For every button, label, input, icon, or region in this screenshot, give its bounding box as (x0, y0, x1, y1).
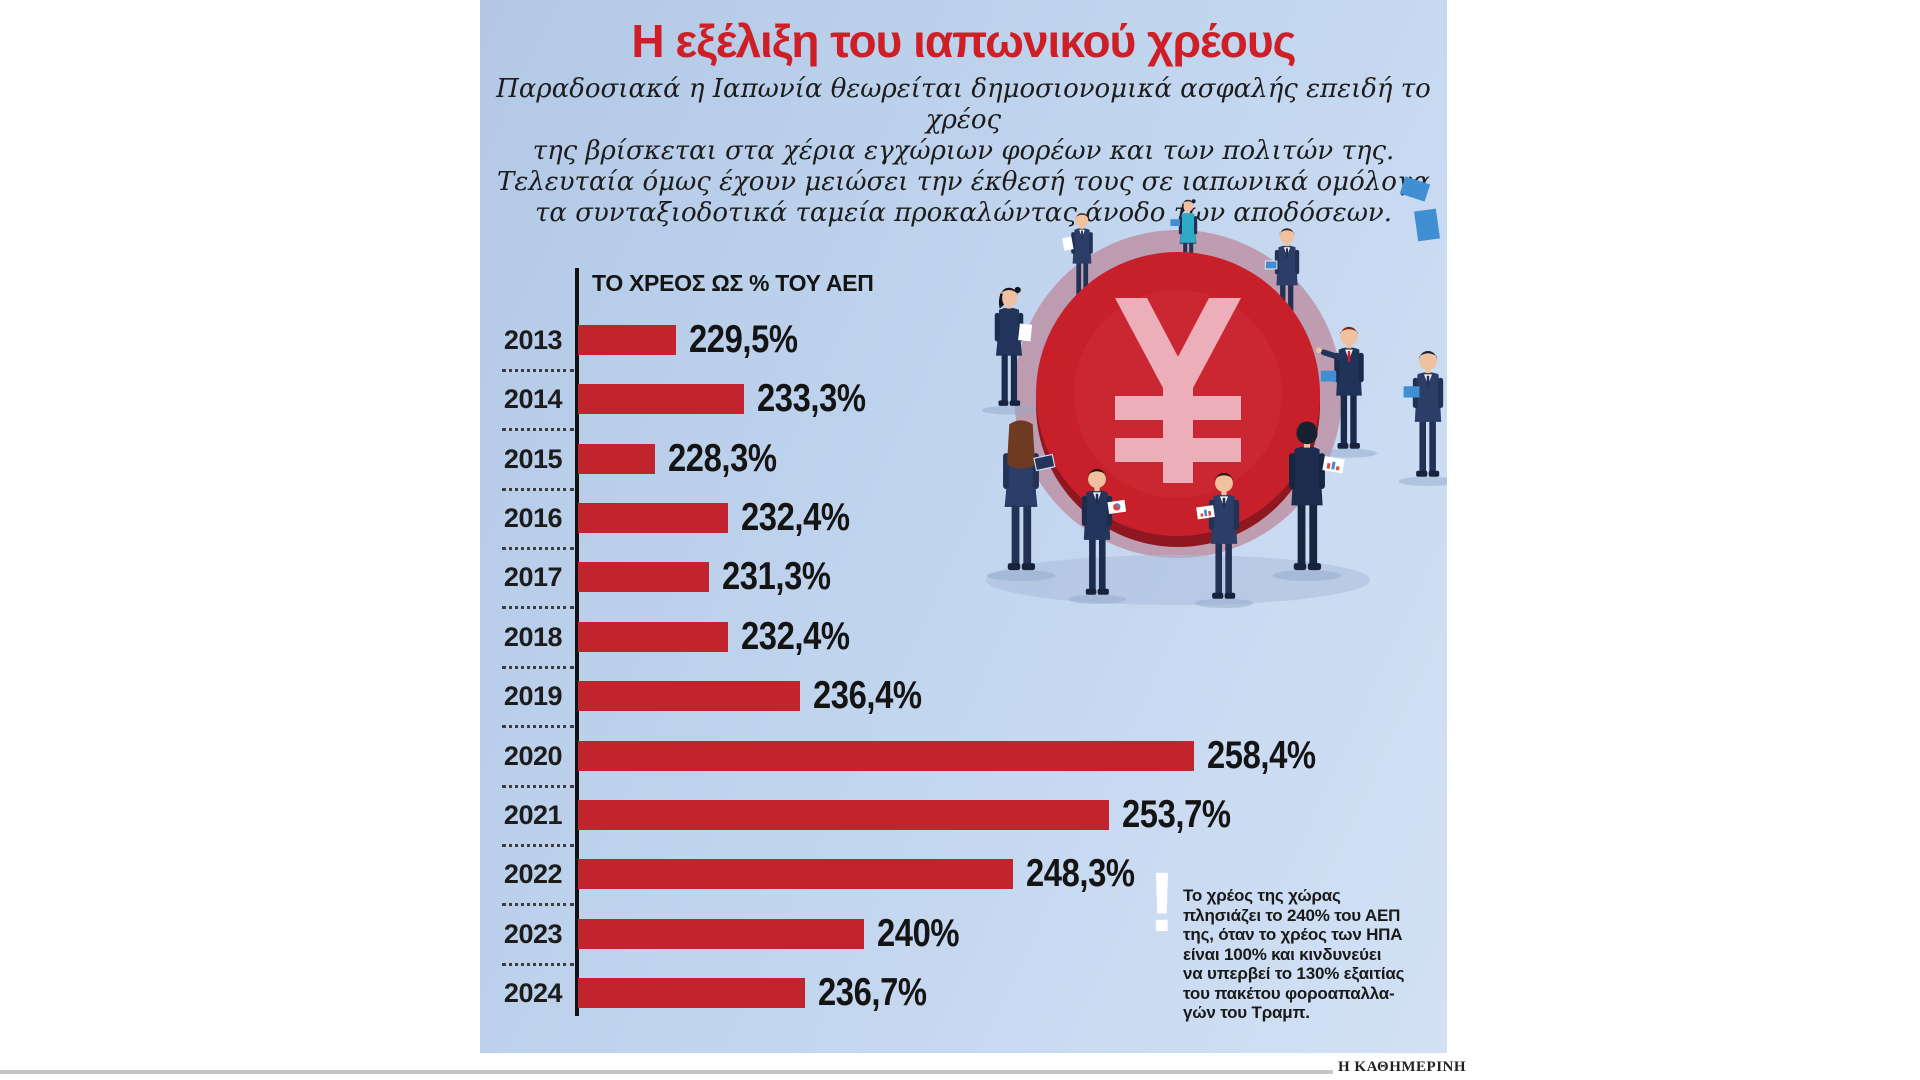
annotation-line: πλησιάζει το 240% του ΑΕΠ (1183, 905, 1401, 925)
value-label: 228,3% (668, 436, 777, 480)
row-separator (502, 428, 574, 432)
year-label: 2015 (503, 443, 563, 474)
row-separator (502, 665, 574, 669)
row-separator (502, 962, 574, 966)
person-man-far-right (1398, 350, 1447, 486)
row-separator (502, 369, 574, 372)
debt-bar (578, 325, 676, 355)
debt-bar (578, 977, 805, 1008)
folder-blue-icon (1403, 386, 1420, 398)
subtitle-line: Τελευταία όμως έχουν μειώσει την έκθεσή … (497, 167, 1430, 197)
debt-bar (578, 681, 800, 712)
year-label: 2013 (503, 325, 563, 355)
person-man-bottom-right-back (1272, 421, 1345, 582)
exclamation-icon: ! (1148, 855, 1176, 949)
folder-blue-icon (1170, 219, 1180, 226)
subtitle-line: Παραδοσιακά η Ιαπωνία θεωρείται δημοσιον… (496, 74, 1431, 135)
footer-divider (0, 1070, 1333, 1074)
row-separator (502, 487, 574, 491)
annotation-line: γών του Τραμπ. (1183, 1003, 1310, 1022)
value-label: 240% (877, 911, 960, 955)
row-separator (502, 784, 574, 788)
person-man-bottom-left-pie (1067, 468, 1127, 604)
year-label: 2016 (503, 503, 563, 534)
row-separator (502, 606, 574, 610)
value-label: 258,4% (1207, 733, 1316, 777)
year-label: 2024 (503, 977, 563, 1008)
debt-bar (578, 621, 728, 652)
annotation-line: του πακέτου φοροαπαλλα- (1183, 983, 1395, 1003)
year-label: 2018 (503, 621, 563, 652)
row-separator (502, 903, 574, 907)
year-label: 2017 (503, 562, 563, 593)
floating-document-icon (1399, 176, 1431, 202)
year-label: 2014 (503, 384, 563, 415)
person-woman-bottom-left-tablet (986, 420, 1056, 582)
annotation-note: Το χρέος της χώρας πλησιάζει το 240% του … (1183, 886, 1453, 1023)
annotation-line: να υπερβεί το 130% εξαιτίας (1183, 964, 1405, 983)
person-woman-left-paper (981, 286, 1037, 415)
year-label: 2019 (503, 681, 563, 712)
axis-title: ΤΟ ΧΡΕΟΣ ΩΣ % ΤΟΥ ΑΕΠ (592, 270, 874, 296)
year-label: 2022 (503, 859, 563, 890)
value-label: 229,5% (689, 318, 798, 361)
axis-line (575, 268, 579, 1016)
debt-bar (578, 503, 728, 534)
row-separator (502, 725, 574, 729)
value-label: 236,7% (818, 970, 927, 1014)
value-label: 253,7% (1122, 792, 1231, 836)
annotation-line: της, όταν το χρέος των ΗΠΑ (1183, 925, 1403, 944)
annotation-line: είναι 100% και κινδυνεύει (1183, 944, 1382, 964)
infographic-panel: Η εξέλιξη του ιαπωνικού χρέους Παραδοσια… (480, 0, 1447, 1053)
value-label: 236,4% (813, 674, 922, 718)
debt-bar (578, 443, 655, 474)
annotation-line: Το χρέος της χώρας (1183, 886, 1341, 905)
debt-bar (578, 562, 709, 593)
page-title: Η εξέλιξη του ιαπωνικού χρέους (631, 15, 1296, 67)
yen-symbol-icon (1115, 298, 1241, 483)
debt-bar (578, 918, 864, 949)
tablet-chart-icon (1196, 505, 1215, 520)
subtitle-line: τα συνταξιοδοτικά ταμεία προκαλώντας άνο… (535, 198, 1392, 228)
value-label: 248,3% (1026, 852, 1135, 896)
debt-bar (578, 384, 744, 415)
floating-document-icon (1414, 208, 1440, 242)
tablet-dark-icon (1033, 453, 1056, 472)
year-label: 2021 (503, 799, 563, 830)
paper-icon (1018, 323, 1033, 342)
row-separator (502, 547, 574, 551)
tablet-chart-icon (1322, 456, 1345, 474)
debt-bar (578, 799, 1109, 830)
year-label: 2023 (503, 918, 563, 949)
subtitle-line: της βρίσκεται στα χέρια εγχώριων φορέων … (532, 136, 1395, 166)
subtitle-block: Παραδοσιακά η Ιαπωνία θεωρείται δημοσιον… (480, 74, 1447, 229)
row-separator (502, 843, 574, 847)
person-man-right-pointing (1316, 326, 1378, 458)
value-label: 232,4% (741, 496, 850, 540)
paper-icon (1062, 236, 1074, 251)
debt-bar (578, 859, 1013, 890)
value-label: 231,3% (722, 555, 831, 599)
tablet-blue-icon (1264, 260, 1278, 270)
person-man-bottom-center-chart (1194, 472, 1254, 608)
coin-shadow (986, 555, 1370, 605)
folder-blue-icon (1320, 370, 1337, 382)
tablet-pie-icon (1107, 499, 1127, 514)
value-label: 233,3% (757, 377, 866, 421)
publisher-logo: Η ΚΑΘΗΜΕΡΙΝΗ (1338, 1059, 1467, 1075)
value-label: 232,4% (741, 614, 850, 658)
yen-coin-illustration (981, 176, 1447, 608)
year-label: 2020 (503, 740, 563, 771)
debt-bar (578, 740, 1194, 771)
